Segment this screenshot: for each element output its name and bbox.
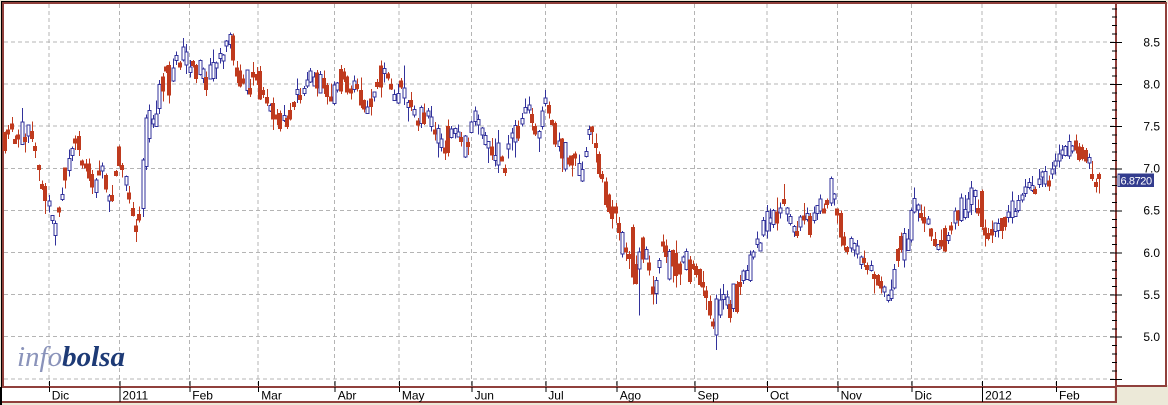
- svg-text:6.5: 6.5: [1143, 204, 1160, 218]
- svg-text:5.5: 5.5: [1143, 288, 1160, 302]
- svg-text:Jun: Jun: [475, 388, 494, 402]
- svg-text:5.0: 5.0: [1143, 330, 1160, 344]
- svg-text:2011: 2011: [122, 388, 148, 402]
- svg-text:infobolsa: infobolsa: [17, 341, 125, 373]
- svg-text:Ago: Ago: [620, 388, 642, 402]
- svg-text:7.0: 7.0: [1143, 162, 1160, 176]
- svg-text:8.0: 8.0: [1143, 77, 1160, 91]
- svg-text:May: May: [402, 388, 425, 402]
- svg-text:Abr: Abr: [338, 388, 357, 402]
- svg-text:7.5: 7.5: [1143, 120, 1160, 134]
- svg-text:6.0: 6.0: [1143, 246, 1160, 260]
- svg-text:Feb: Feb: [1059, 388, 1080, 402]
- svg-text:Oct: Oct: [770, 388, 789, 402]
- svg-text:2012: 2012: [985, 388, 1012, 402]
- svg-text:Mar: Mar: [261, 388, 282, 402]
- svg-text:6.8720: 6.8720: [1121, 176, 1153, 188]
- svg-text:Jul: Jul: [548, 388, 563, 402]
- svg-text:Dic: Dic: [52, 388, 69, 402]
- svg-text:8.5: 8.5: [1143, 35, 1160, 49]
- svg-text:Sep: Sep: [698, 388, 720, 402]
- svg-text:Nov: Nov: [841, 388, 862, 402]
- svg-text:Feb: Feb: [192, 388, 213, 402]
- svg-text:Dic: Dic: [915, 388, 932, 402]
